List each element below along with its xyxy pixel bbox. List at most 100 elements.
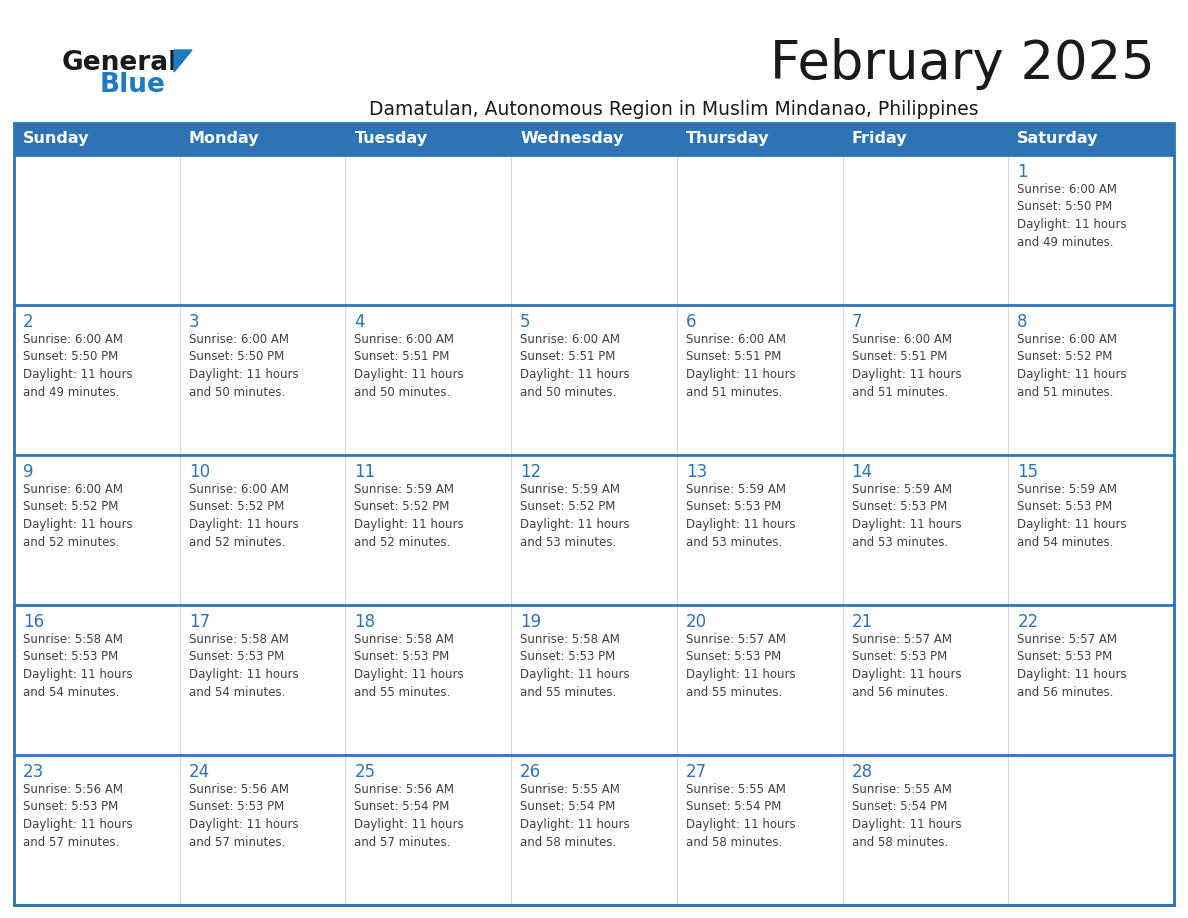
Text: Sunrise: 5:58 AM: Sunrise: 5:58 AM	[189, 633, 289, 646]
Text: Sunset: 5:52 PM: Sunset: 5:52 PM	[189, 500, 284, 513]
Text: February 2025: February 2025	[770, 38, 1155, 90]
Text: Blue: Blue	[100, 72, 166, 98]
Text: Sunset: 5:53 PM: Sunset: 5:53 PM	[520, 651, 615, 664]
Bar	[677, 455, 842, 605]
Text: Sunrise: 6:00 AM: Sunrise: 6:00 AM	[189, 483, 289, 496]
Text: and 53 minutes.: and 53 minutes.	[852, 535, 948, 548]
Bar	[14, 123, 1174, 155]
Text: Daylight: 11 hours: Daylight: 11 hours	[354, 368, 465, 381]
Text: Sunrise: 6:00 AM: Sunrise: 6:00 AM	[189, 333, 289, 346]
Bar	[511, 605, 677, 755]
Text: 20: 20	[685, 613, 707, 631]
Bar	[179, 305, 346, 455]
Text: and 55 minutes.: and 55 minutes.	[685, 686, 782, 699]
Text: 24: 24	[189, 763, 210, 781]
Text: Daylight: 11 hours: Daylight: 11 hours	[354, 668, 465, 681]
Bar	[14, 455, 179, 605]
Text: 10: 10	[189, 463, 210, 481]
Bar	[346, 755, 511, 905]
Bar	[677, 605, 842, 755]
Bar	[1009, 155, 1174, 305]
Text: 13: 13	[685, 463, 707, 481]
Bar	[1009, 455, 1174, 605]
Text: 19: 19	[520, 613, 542, 631]
Text: and 50 minutes.: and 50 minutes.	[189, 386, 285, 398]
Bar	[511, 755, 677, 905]
Text: and 56 minutes.: and 56 minutes.	[1017, 686, 1113, 699]
Text: Daylight: 11 hours: Daylight: 11 hours	[1017, 668, 1127, 681]
Text: Daylight: 11 hours: Daylight: 11 hours	[685, 518, 796, 531]
Text: Sunrise: 5:56 AM: Sunrise: 5:56 AM	[23, 783, 124, 796]
Text: Sunset: 5:52 PM: Sunset: 5:52 PM	[1017, 351, 1113, 364]
Text: 6: 6	[685, 313, 696, 331]
Bar	[179, 605, 346, 755]
Text: and 54 minutes.: and 54 minutes.	[23, 686, 119, 699]
Text: and 57 minutes.: and 57 minutes.	[189, 835, 285, 848]
Text: 26: 26	[520, 763, 542, 781]
Text: Daylight: 11 hours: Daylight: 11 hours	[852, 368, 961, 381]
Text: Sunrise: 6:00 AM: Sunrise: 6:00 AM	[354, 333, 455, 346]
Text: Sunset: 5:53 PM: Sunset: 5:53 PM	[354, 651, 450, 664]
Text: Sunday: Sunday	[23, 131, 89, 147]
Text: Sunrise: 5:59 AM: Sunrise: 5:59 AM	[685, 483, 785, 496]
Bar	[677, 755, 842, 905]
Text: Daylight: 11 hours: Daylight: 11 hours	[354, 518, 465, 531]
Bar	[511, 155, 677, 305]
Text: Sunset: 5:51 PM: Sunset: 5:51 PM	[852, 351, 947, 364]
Text: and 58 minutes.: and 58 minutes.	[520, 835, 617, 848]
Text: and 57 minutes.: and 57 minutes.	[354, 835, 450, 848]
Text: Daylight: 11 hours: Daylight: 11 hours	[520, 368, 630, 381]
Text: Daylight: 11 hours: Daylight: 11 hours	[852, 818, 961, 831]
Text: 27: 27	[685, 763, 707, 781]
Text: Sunrise: 6:00 AM: Sunrise: 6:00 AM	[852, 333, 952, 346]
Text: Sunset: 5:50 PM: Sunset: 5:50 PM	[23, 351, 119, 364]
Polygon shape	[173, 50, 192, 72]
Text: Sunrise: 5:59 AM: Sunrise: 5:59 AM	[852, 483, 952, 496]
Text: Sunset: 5:54 PM: Sunset: 5:54 PM	[354, 800, 450, 813]
Text: and 57 minutes.: and 57 minutes.	[23, 835, 119, 848]
Text: Sunrise: 5:59 AM: Sunrise: 5:59 AM	[1017, 483, 1117, 496]
Text: Daylight: 11 hours: Daylight: 11 hours	[23, 818, 133, 831]
Text: and 53 minutes.: and 53 minutes.	[520, 535, 617, 548]
Bar	[14, 605, 179, 755]
Bar	[1009, 305, 1174, 455]
Text: Sunrise: 5:58 AM: Sunrise: 5:58 AM	[23, 633, 122, 646]
Text: Wednesday: Wednesday	[520, 131, 624, 147]
Text: 11: 11	[354, 463, 375, 481]
Text: Sunset: 5:53 PM: Sunset: 5:53 PM	[685, 651, 781, 664]
Text: 3: 3	[189, 313, 200, 331]
Text: and 52 minutes.: and 52 minutes.	[23, 535, 119, 548]
Text: Sunset: 5:54 PM: Sunset: 5:54 PM	[520, 800, 615, 813]
Text: Sunrise: 5:55 AM: Sunrise: 5:55 AM	[685, 783, 785, 796]
Text: and 49 minutes.: and 49 minutes.	[1017, 236, 1114, 249]
Bar	[179, 755, 346, 905]
Text: 28: 28	[852, 763, 873, 781]
Text: Daylight: 11 hours: Daylight: 11 hours	[685, 668, 796, 681]
Text: Sunrise: 5:55 AM: Sunrise: 5:55 AM	[852, 783, 952, 796]
Bar	[14, 123, 1174, 905]
Text: Daylight: 11 hours: Daylight: 11 hours	[685, 368, 796, 381]
Text: Daylight: 11 hours: Daylight: 11 hours	[189, 368, 298, 381]
Text: Sunset: 5:53 PM: Sunset: 5:53 PM	[189, 651, 284, 664]
Bar	[179, 455, 346, 605]
Text: Sunset: 5:53 PM: Sunset: 5:53 PM	[23, 651, 119, 664]
Text: Sunrise: 6:00 AM: Sunrise: 6:00 AM	[1017, 183, 1117, 196]
Text: and 51 minutes.: and 51 minutes.	[1017, 386, 1113, 398]
Bar	[842, 605, 1009, 755]
Text: and 55 minutes.: and 55 minutes.	[520, 686, 617, 699]
Text: Daylight: 11 hours: Daylight: 11 hours	[685, 818, 796, 831]
Text: Monday: Monday	[189, 131, 259, 147]
Text: Sunset: 5:51 PM: Sunset: 5:51 PM	[520, 351, 615, 364]
Bar	[677, 305, 842, 455]
Text: and 58 minutes.: and 58 minutes.	[685, 835, 782, 848]
Text: Daylight: 11 hours: Daylight: 11 hours	[189, 668, 298, 681]
Text: 23: 23	[23, 763, 44, 781]
Text: Daylight: 11 hours: Daylight: 11 hours	[1017, 218, 1127, 231]
Bar	[842, 755, 1009, 905]
Text: 5: 5	[520, 313, 531, 331]
Bar	[842, 455, 1009, 605]
Text: Sunrise: 5:57 AM: Sunrise: 5:57 AM	[685, 633, 785, 646]
Text: Sunset: 5:53 PM: Sunset: 5:53 PM	[1017, 500, 1112, 513]
Text: Daylight: 11 hours: Daylight: 11 hours	[189, 518, 298, 531]
Bar	[511, 305, 677, 455]
